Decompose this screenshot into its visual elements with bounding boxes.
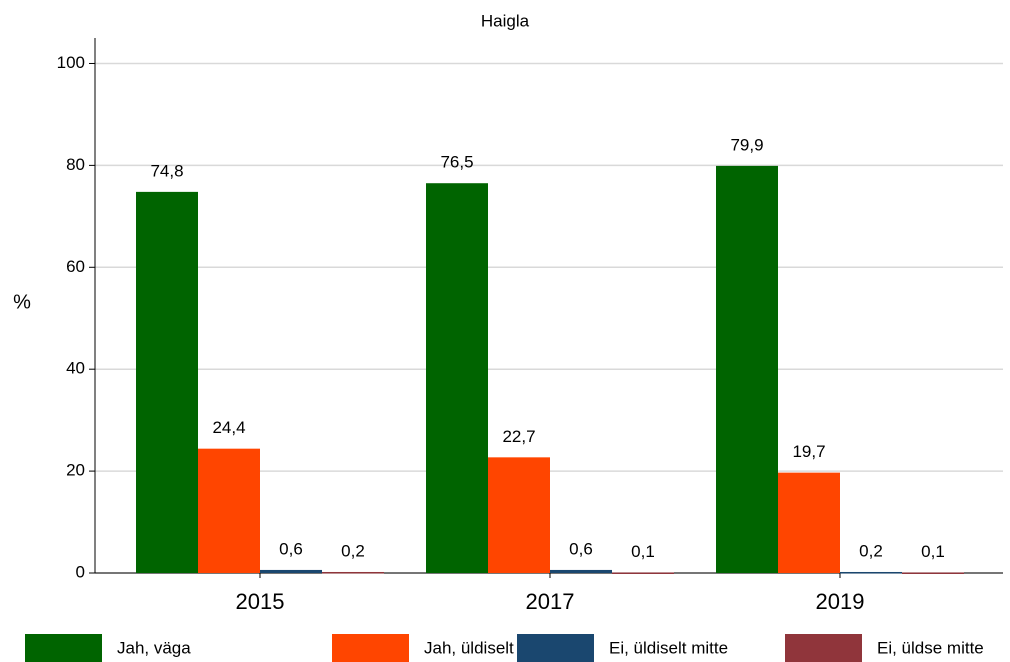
value-label: 22,7 [502, 427, 535, 446]
legend-label: Ei, üldse mitte [877, 638, 984, 657]
legend-swatch [517, 634, 594, 662]
bar [902, 572, 964, 574]
y-tick-label: 40 [66, 359, 85, 378]
value-label: 79,9 [730, 135, 763, 154]
y-tick-label: 60 [66, 257, 85, 276]
value-label: 0,6 [569, 539, 593, 558]
value-label: 19,7 [792, 442, 825, 461]
value-label: 0,1 [921, 542, 945, 561]
legend-label: Ei, üldiselt mitte [609, 638, 728, 657]
bar [136, 191, 198, 573]
bar [426, 183, 488, 573]
value-label: 0,2 [341, 541, 365, 560]
bar [612, 572, 674, 574]
bar [778, 472, 840, 573]
y-tick-label: 20 [66, 461, 85, 480]
y-tick-label: 80 [66, 155, 85, 174]
x-tick-label: 2019 [816, 589, 865, 614]
bar [322, 571, 384, 574]
legend-swatch [25, 634, 102, 662]
y-tick-label: 0 [76, 562, 85, 581]
value-label: 0,6 [279, 539, 303, 558]
bar [260, 569, 322, 573]
x-tick-label: 2017 [526, 589, 575, 614]
value-label: 0,2 [859, 541, 883, 560]
legend-swatch [332, 634, 409, 662]
legend-label: Jah, üldiselt küll [424, 638, 544, 657]
legend-label: Jah, väga [117, 638, 191, 657]
legend-swatch [785, 634, 862, 662]
value-label: 24,4 [212, 418, 245, 437]
bar [198, 448, 260, 573]
bar [550, 569, 612, 573]
bar [716, 165, 778, 573]
value-label: 0,1 [631, 542, 655, 561]
x-tick-label: 2015 [236, 589, 285, 614]
y-axis-label: % [13, 291, 31, 313]
chart-subtitle: Haigla [481, 11, 530, 30]
bar [840, 571, 902, 574]
y-tick-label: 100 [57, 53, 85, 72]
value-label: 76,5 [440, 153, 473, 172]
bar [488, 457, 550, 573]
value-label: 74,8 [150, 161, 183, 180]
